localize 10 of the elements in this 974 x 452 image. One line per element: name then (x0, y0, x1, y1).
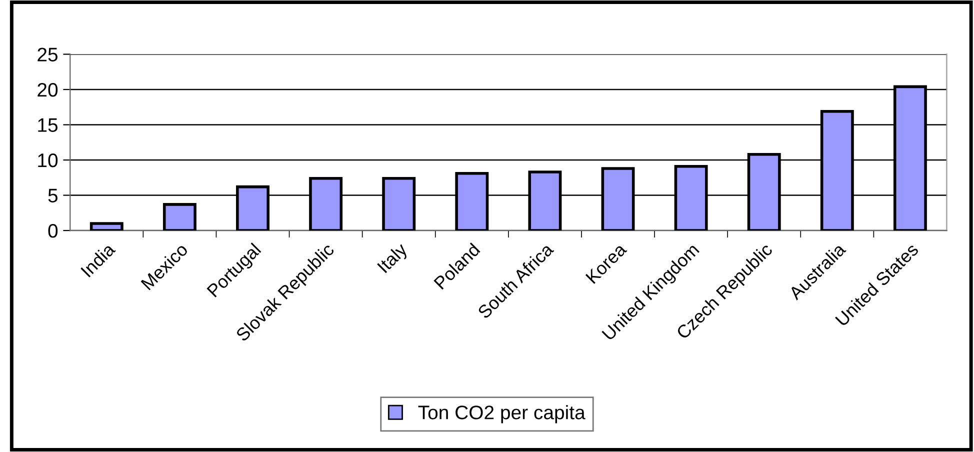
y-tick-label: 0 (48, 224, 58, 238)
y-tick-label: 15 (38, 118, 58, 132)
y-tick-label: 10 (38, 153, 58, 168)
x-tick-label: Italy (376, 242, 411, 276)
y-tick-label: 20 (38, 82, 58, 97)
legend-label: Ton CO2 per capita (418, 405, 586, 424)
y-tick-label: 5 (48, 188, 58, 202)
bar (162, 203, 196, 231)
y-tick-label: 25 (38, 48, 58, 62)
bar (90, 222, 124, 231)
